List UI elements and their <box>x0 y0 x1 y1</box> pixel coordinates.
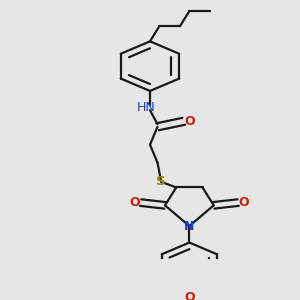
Text: O: O <box>238 196 249 209</box>
Text: O: O <box>130 196 140 209</box>
Text: O: O <box>184 291 195 300</box>
Text: S: S <box>156 176 166 188</box>
Text: HN: HN <box>137 101 156 114</box>
Text: N: N <box>184 220 195 232</box>
Text: O: O <box>184 115 195 128</box>
